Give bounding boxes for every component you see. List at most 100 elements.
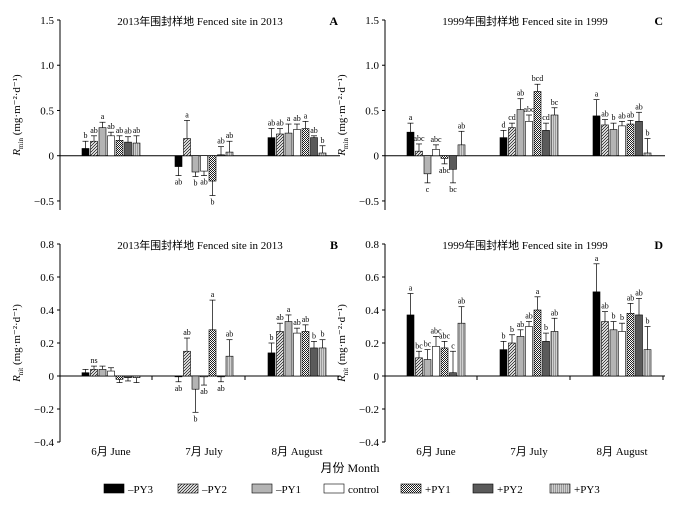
y-tick-label: −0.2 <box>34 404 54 416</box>
bar-d-0-1 <box>499 349 508 377</box>
panel-title: 2013年围封样地 Fenced site in 2013 <box>117 238 283 252</box>
legend-swatch <box>400 483 422 494</box>
bar-a-4-1 <box>208 155 217 182</box>
data-label: ab <box>517 320 525 329</box>
bar-a-1-0 <box>90 140 98 157</box>
data-label: ab <box>551 308 559 317</box>
data-label: c <box>451 341 455 350</box>
data-label: b <box>211 198 215 207</box>
data-label: b <box>312 331 316 340</box>
legend-label: +PY2 <box>497 484 523 496</box>
bar-b-0-0 <box>81 372 90 377</box>
data-label: ab <box>200 387 208 396</box>
bar-a-6-2 <box>318 152 327 157</box>
y-tick-label: 0 <box>374 151 380 163</box>
data-label: d <box>502 120 506 129</box>
y-tick-label: 1.5 <box>365 15 379 27</box>
data-label: ab <box>635 102 643 111</box>
data-label: abc <box>430 326 442 335</box>
x-tick-label: 7月 July <box>510 446 548 458</box>
bar-c-0-1 <box>499 137 508 157</box>
y-tick-label: 0 <box>49 371 55 383</box>
bar-b-1-2 <box>276 331 284 377</box>
data-label: ab <box>217 137 225 146</box>
data-label: bc <box>415 341 423 350</box>
legend-label: +PY3 <box>574 484 600 496</box>
bar-c-5-2 <box>635 121 643 157</box>
bar-b-5-1 <box>217 375 225 378</box>
data-label: a <box>304 111 308 120</box>
bar-c-0-2 <box>592 115 601 157</box>
bar-c-1-0 <box>415 150 423 157</box>
bar-b-6-1 <box>225 355 234 377</box>
legend-label: –PY1 <box>275 484 301 496</box>
bar-a-5-1 <box>217 154 225 157</box>
bar-b-3-0 <box>107 370 115 377</box>
bar-a-5-2 <box>310 137 318 157</box>
data-label: b <box>510 325 514 334</box>
data-label: b <box>646 129 650 138</box>
legend: –PY3 –PY2 –PY1 control +PY1 +PY2 +PY3 <box>103 483 600 496</box>
bar-a-3-2 <box>293 129 301 157</box>
y-axis-label: Rnit (mg·m⁻²·d⁻¹) <box>11 304 25 383</box>
x-axis-label: 月份 Month <box>320 461 379 475</box>
bar-a-2-2 <box>284 132 293 157</box>
data-label: b <box>84 131 88 140</box>
bar-a-3-1 <box>200 155 208 172</box>
bar-a-6-1 <box>225 151 234 157</box>
bar-b-5-0 <box>124 375 132 378</box>
data-label: b <box>612 312 616 321</box>
bar-b-0-2 <box>267 352 276 377</box>
y-tick-label: 0.8 <box>40 239 54 251</box>
y-tick-label: 1.0 <box>365 60 379 72</box>
y-axis-label: Rmin (mg·m⁻²·d⁻¹) <box>11 74 25 157</box>
bar-b-4-1 <box>208 329 217 377</box>
bar-c-3-2 <box>618 125 626 157</box>
data-label: ab <box>226 330 234 339</box>
data-label: ab <box>124 127 132 136</box>
chart-panel-a: −0.5 0 0.5 1.0 1.5 2013年围封样地 Fenced site in 2… <box>11 14 340 210</box>
data-label: b <box>612 113 616 122</box>
data-label: abc <box>523 105 535 114</box>
bar-d-6-2 <box>643 349 652 377</box>
bar-d-0-2 <box>592 291 601 377</box>
legend-swatch <box>549 483 571 494</box>
data-label: ab <box>458 121 466 130</box>
data-label: ab <box>217 384 225 393</box>
data-label: bc <box>424 340 432 349</box>
legend-swatch <box>472 483 494 494</box>
data-label: ab <box>133 126 141 135</box>
x-tick-label: 6月 June <box>91 446 131 458</box>
legend-swatch <box>323 483 345 494</box>
bar-a-1-2 <box>276 133 284 157</box>
bar-c-6-1 <box>550 114 559 157</box>
bar-b-2-0 <box>98 369 107 377</box>
panel-letter: C <box>654 14 663 28</box>
data-label: ab <box>601 302 609 311</box>
bar-c-3-1 <box>525 121 533 157</box>
data-label: ab <box>310 126 318 135</box>
bar-d-2-0 <box>423 359 432 377</box>
bar-c-3-0 <box>432 149 440 157</box>
data-label: ab <box>517 89 525 98</box>
data-label: a <box>101 112 105 121</box>
y-tick-label: −0.2 <box>359 404 379 416</box>
y-tick-label: 0.5 <box>40 105 54 117</box>
data-label: ns <box>90 356 97 365</box>
bar-a-1-1 <box>183 138 191 157</box>
bar-d-5-0 <box>449 372 457 377</box>
chart-panel-c: −0.5 0 0.5 1.0 1.5 1999年围封样地 Fenced site in 1… <box>336 14 665 210</box>
bar-a-0-1 <box>174 155 183 167</box>
data-label: b <box>321 330 325 339</box>
bar-b-1-1 <box>183 350 191 377</box>
data-label: ab <box>116 126 124 135</box>
bar-d-5-1 <box>542 341 550 377</box>
y-tick-label: −0.4 <box>34 437 54 449</box>
bar-c-5-0 <box>449 155 457 170</box>
bar-b-6-0 <box>132 375 141 378</box>
data-label: b <box>646 317 650 326</box>
data-label: b <box>544 323 548 332</box>
y-tick-label: 0.4 <box>365 305 379 317</box>
bar-d-3-2 <box>618 331 626 377</box>
